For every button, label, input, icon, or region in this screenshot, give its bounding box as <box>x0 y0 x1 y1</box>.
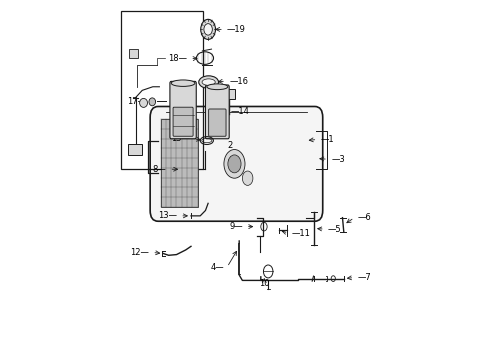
FancyBboxPatch shape <box>205 85 229 139</box>
Ellipse shape <box>149 98 155 106</box>
Text: 12—: 12— <box>130 248 149 257</box>
Text: 18—: 18— <box>168 54 187 63</box>
Text: —19: —19 <box>227 25 246 34</box>
Circle shape <box>243 171 253 185</box>
Text: —16: —16 <box>229 77 248 86</box>
Bar <box>128 144 142 155</box>
Text: —11: —11 <box>292 229 311 238</box>
Text: 10: 10 <box>259 279 270 288</box>
Text: —5: —5 <box>328 225 342 234</box>
Circle shape <box>201 19 216 40</box>
Ellipse shape <box>199 76 219 88</box>
Circle shape <box>224 149 245 178</box>
FancyBboxPatch shape <box>150 107 323 221</box>
Ellipse shape <box>171 80 195 86</box>
Circle shape <box>204 24 212 35</box>
Text: —7: —7 <box>358 273 371 282</box>
Bar <box>121 12 203 169</box>
Text: 8—: 8— <box>152 165 166 174</box>
Bar <box>129 49 138 58</box>
Text: 9—: 9— <box>229 222 243 231</box>
Text: —6: —6 <box>358 213 371 222</box>
Bar <box>223 89 235 99</box>
Text: 2: 2 <box>228 141 233 150</box>
Bar <box>161 119 197 207</box>
Text: —1: —1 <box>320 135 334 144</box>
Ellipse shape <box>207 84 228 90</box>
Ellipse shape <box>202 79 215 85</box>
Text: —14: —14 <box>231 107 250 116</box>
FancyBboxPatch shape <box>170 81 196 139</box>
Text: —3: —3 <box>331 155 345 164</box>
Text: 4—: 4— <box>210 263 224 272</box>
FancyBboxPatch shape <box>209 109 226 136</box>
FancyBboxPatch shape <box>173 107 193 136</box>
Text: 17—: 17— <box>127 96 146 105</box>
Ellipse shape <box>140 98 147 107</box>
Text: 13—: 13— <box>158 211 177 220</box>
Text: 15—: 15— <box>172 134 191 143</box>
Circle shape <box>228 155 241 173</box>
